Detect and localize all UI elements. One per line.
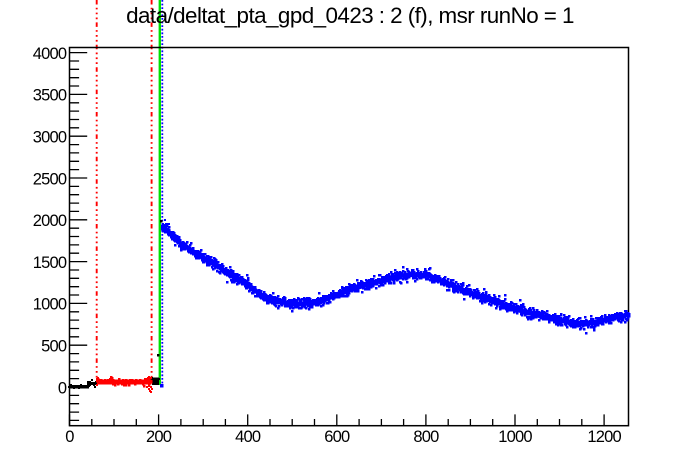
- svg-text:0: 0: [58, 379, 67, 397]
- svg-text:200: 200: [146, 428, 172, 446]
- svg-text:2000: 2000: [33, 212, 67, 230]
- svg-text:3500: 3500: [33, 87, 67, 105]
- svg-text:1000: 1000: [498, 428, 532, 446]
- svg-text:data/deltat_pta_gpd_0423 : 2 (: data/deltat_pta_gpd_0423 : 2 (f), msr ru…: [126, 3, 574, 28]
- svg-text:4000: 4000: [33, 45, 67, 63]
- svg-text:500: 500: [41, 338, 67, 356]
- svg-text:0: 0: [65, 428, 74, 446]
- svg-text:800: 800: [413, 428, 439, 446]
- svg-text:400: 400: [235, 428, 261, 446]
- svg-text:1000: 1000: [33, 296, 67, 314]
- svg-text:3000: 3000: [33, 129, 67, 147]
- svg-text:1200: 1200: [587, 428, 621, 446]
- svg-text:2500: 2500: [33, 170, 67, 188]
- svg-text:1500: 1500: [33, 254, 67, 272]
- svg-text:600: 600: [324, 428, 350, 446]
